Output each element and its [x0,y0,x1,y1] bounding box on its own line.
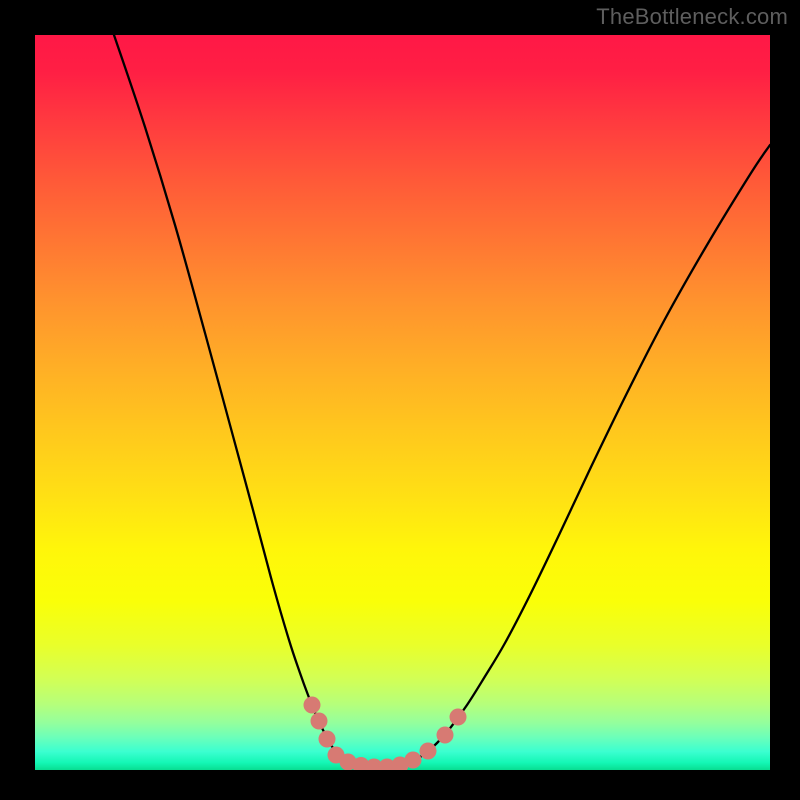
curve-marker [319,731,336,748]
curve-marker [420,743,437,760]
curve-marker [311,713,328,730]
figure-container: TheBottleneck.com [0,0,800,800]
bottleneck-curve [35,35,770,770]
watermark-text: TheBottleneck.com [596,4,788,30]
curve-marker [450,709,467,726]
curve-marker [304,697,321,714]
plot-area [35,35,770,770]
curve-marker [437,727,454,744]
curve-line [114,35,770,767]
curve-marker [405,752,422,769]
